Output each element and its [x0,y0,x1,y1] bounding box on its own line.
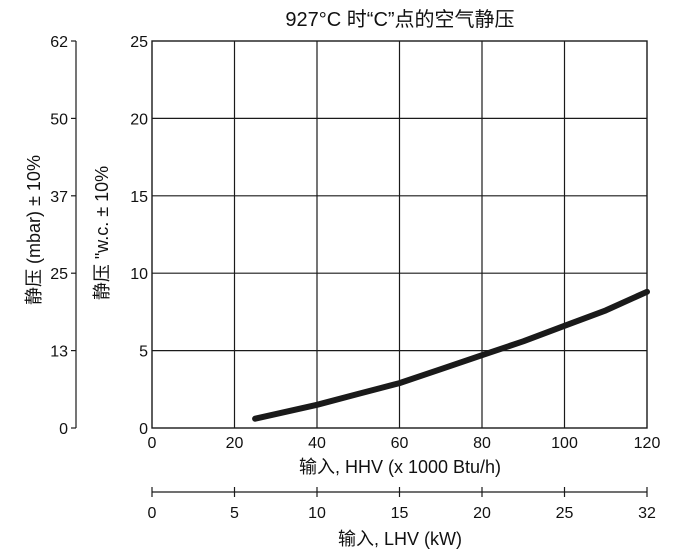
x-tick-label: 120 [634,435,661,452]
series [252,288,650,422]
secondary-y-tick-label: 62 [50,34,68,51]
secondary-x-tick-label: 20 [473,505,491,522]
y-tick-label: 10 [130,266,148,283]
y-tick-label: 20 [130,111,148,128]
x-axis-title: 输入, HHV (x 1000 Btu/h) [299,457,501,477]
secondary-y-axis-title: 静压 (mbar) ± 10% [24,155,44,305]
secondary-y-tick-label: 37 [50,189,68,206]
axes [71,40,648,497]
y-tick-label: 0 [139,421,148,438]
x-tick-label: 0 [148,435,157,452]
series-line [252,288,650,422]
x-tick-label: 60 [391,435,409,452]
secondary-y-tick-label: 25 [50,266,68,283]
y-tick-label: 25 [130,34,148,51]
x-tick-label: 40 [308,435,326,452]
secondary-y-tick-label: 0 [59,421,68,438]
secondary-x-tick-label: 15 [391,505,409,522]
secondary-x-tick-label: 5 [230,505,239,522]
y-axis-title: 静压 "w.c. ± 10% [92,166,112,300]
chart-title: 927°C 时“C”点的空气静压 [285,8,514,31]
plot-frame [151,40,648,429]
tick-labels: 0 20 40 60 80 100 120 0 5 10 15 20 25 0 13 25 37 50 62 0 5 10… [50,34,660,522]
secondary-y-tick-label: 13 [50,344,68,361]
secondary-x-tick-label: 25 [556,505,574,522]
x-tick-label: 80 [473,435,491,452]
x-tick-label: 20 [226,435,244,452]
secondary-y-tick-label: 50 [50,111,68,128]
secondary-x-tick-label: 0 [148,505,157,522]
grid [152,41,647,428]
secondary-x-axis-title: 输入, LHV (kW) [338,529,462,549]
secondary-x-tick-label: 32 [638,505,656,522]
x-tick-label: 100 [551,435,578,452]
secondary-x-tick-label: 10 [308,505,326,522]
y-tick-label: 15 [130,189,148,206]
y-tick-label: 5 [139,344,148,361]
